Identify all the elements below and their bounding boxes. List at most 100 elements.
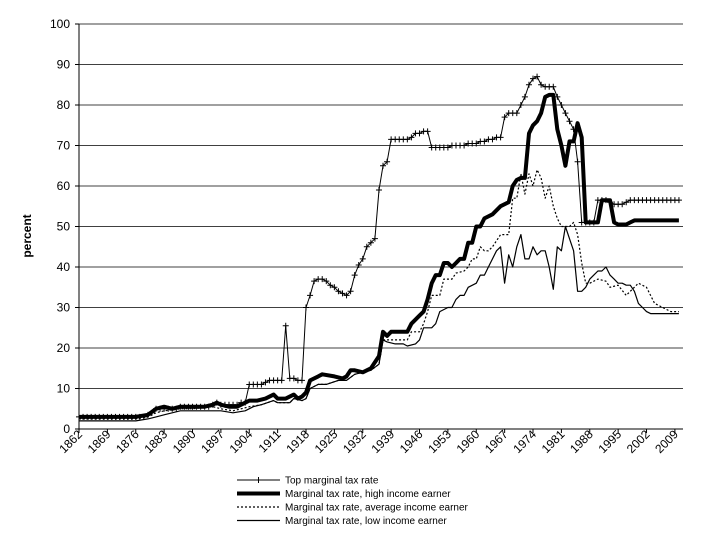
data-point <box>404 136 411 143</box>
data-point <box>343 292 350 299</box>
legend-label: Marginal tax rate, high income earner <box>285 489 451 500</box>
series-3 <box>79 169 679 420</box>
y-tick-label: 60 <box>57 179 71 193</box>
data-point <box>501 114 508 121</box>
legend-item: Marginal tax rate, low income earner <box>237 516 447 527</box>
y-tick-labels: 0 10 20 30 40 50 60 70 80 90 100 <box>50 17 70 436</box>
legend: Top marginal tax rate Marginal tax rate, … <box>237 476 469 527</box>
data-point <box>331 284 338 291</box>
data-point <box>513 110 520 117</box>
data-point <box>351 272 358 279</box>
data-point <box>525 81 532 88</box>
data-point <box>262 379 269 386</box>
data-point <box>574 158 581 165</box>
data-point <box>607 199 614 206</box>
data-point <box>566 118 573 125</box>
data-point <box>278 377 285 384</box>
data-point <box>550 83 557 90</box>
y-tick-label: 0 <box>63 422 70 436</box>
axes <box>75 23 683 433</box>
x-tick-label: 1911 <box>256 427 284 455</box>
data-point <box>380 162 387 169</box>
y-tick-label: 40 <box>57 260 71 274</box>
data-point <box>339 290 346 297</box>
data-point <box>554 93 561 100</box>
data-point <box>307 292 314 299</box>
data-point <box>311 278 318 285</box>
x-tick-label: 1974 <box>510 427 539 456</box>
x-tick-label: 1981 <box>539 427 568 456</box>
data-point <box>384 158 391 165</box>
data-point <box>521 93 528 100</box>
x-tick-label: 1883 <box>141 427 170 456</box>
data-point <box>461 142 468 149</box>
data-point <box>258 381 265 388</box>
legend-item: Top marginal tax rate <box>237 476 379 487</box>
x-tick-label: 1946 <box>397 427 426 456</box>
x-tick-label: 1988 <box>567 427 596 456</box>
x-tick-label: 1995 <box>595 427 624 456</box>
data-point <box>562 110 569 117</box>
data-point <box>298 377 305 384</box>
data-point <box>327 282 334 289</box>
data-point <box>303 304 310 311</box>
x-tick-label: 1960 <box>454 427 483 456</box>
data-point <box>424 128 431 135</box>
data-point <box>375 187 382 194</box>
data-point <box>319 276 326 283</box>
data-point <box>371 235 378 242</box>
data-point <box>444 144 451 151</box>
legend-item: Marginal tax rate, high income earner <box>237 489 451 500</box>
y-tick-label: 20 <box>57 341 71 355</box>
data-point <box>489 136 496 143</box>
data-point <box>534 73 541 80</box>
data-point <box>675 197 682 204</box>
data-point <box>619 201 626 208</box>
data-point <box>173 405 180 412</box>
data-point <box>530 75 537 82</box>
data-point <box>359 255 366 262</box>
data-point <box>140 413 147 420</box>
y-tick-label: 10 <box>57 382 71 396</box>
y-tick-label: 90 <box>57 58 71 72</box>
x-tick-label: 1862 <box>56 427 85 456</box>
series-line <box>79 76 679 418</box>
data-point <box>205 403 212 410</box>
data-point <box>367 239 374 246</box>
x-tick-label: 1967 <box>482 427 511 456</box>
data-point <box>323 278 330 285</box>
data-point <box>355 261 362 268</box>
y-axis-title: percent <box>20 214 34 257</box>
y-tick-label: 30 <box>57 301 71 315</box>
series-line <box>79 225 679 422</box>
data-point <box>290 375 297 382</box>
series-layer <box>76 73 682 422</box>
data-point <box>481 138 488 145</box>
data-point <box>590 219 597 226</box>
data-point <box>558 102 565 108</box>
legend-item: Marginal tax rate, average income earner <box>237 503 469 514</box>
legend-label: Marginal tax rate, low income earner <box>285 516 447 527</box>
x-tick-label: 1953 <box>425 427 454 456</box>
series-4 <box>79 225 679 422</box>
data-point <box>148 409 155 416</box>
data-point <box>242 399 249 406</box>
data-point <box>517 102 524 108</box>
data-point <box>347 288 354 295</box>
x-tick-label: 2002 <box>624 427 653 456</box>
series-line <box>79 169 679 420</box>
data-point <box>416 130 423 137</box>
y-tick-label: 70 <box>57 139 71 153</box>
data-point <box>497 134 504 141</box>
x-tick-label: 1925 <box>312 427 341 456</box>
legend-label: Top marginal tax rate <box>285 476 379 487</box>
legend-label: Marginal tax rate, average income earner <box>285 503 469 514</box>
x-tick-label: 1904 <box>227 427 256 456</box>
x-tick-label: 1890 <box>170 427 199 456</box>
gridlines <box>79 23 683 389</box>
y-tick-label: 80 <box>57 98 71 112</box>
data-point <box>335 288 342 295</box>
y-tick-label: 50 <box>57 220 71 234</box>
data-point <box>234 401 241 408</box>
x-tick-labels: 1862 1869 1876 1883 1890 1897 1904 1911 1918 1925… <box>56 427 681 456</box>
